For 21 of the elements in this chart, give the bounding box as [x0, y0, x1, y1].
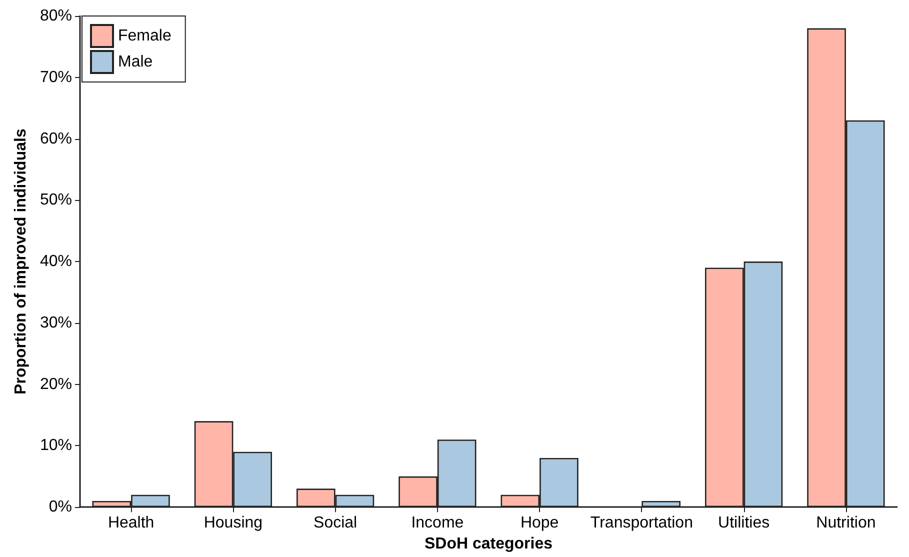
y-tick-label: 50% — [40, 192, 72, 209]
y-tick-label: 0% — [48, 498, 72, 516]
x-tick-label: Transportation — [590, 514, 693, 532]
y-tick-label: 40% — [40, 253, 72, 270]
y-tick-label: 80% — [40, 8, 72, 24]
y-tick-label: 70% — [40, 68, 72, 86]
legend-label: Male — [118, 54, 153, 70]
y-axis-title: Proportion of improved individuals — [12, 128, 30, 394]
x-tick-label: Income — [411, 514, 464, 532]
x-tick-label: Social — [314, 514, 358, 532]
x-tick-label: Nutrition — [816, 514, 876, 532]
x-tick-label: Utilities — [718, 514, 770, 532]
y-tick-label: 60% — [40, 130, 72, 148]
y-tick-label: 20% — [40, 376, 72, 393]
y-tick-label: 10% — [40, 437, 72, 454]
y-tick-label: 30% — [40, 314, 72, 332]
x-tick-label: Housing — [204, 514, 263, 532]
x-tick-label: Health — [108, 514, 154, 532]
legend-label: Female — [118, 28, 172, 44]
x-tick-label: Hope — [520, 514, 559, 532]
x-axis-title: SDoH categories — [424, 536, 553, 552]
